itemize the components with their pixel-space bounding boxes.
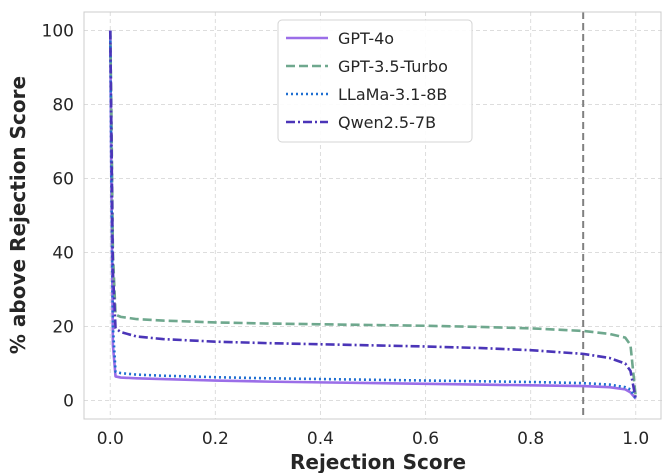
series-line-3 [108,30,638,399]
legend-label: GPT-4o [338,29,394,48]
legend: GPT-4o GPT-3.5-Turbo LLaMa-3.1-8B Qwen2.5-7… [277,19,473,143]
y-tick-label: 60 [52,170,74,190]
series-line-0 [108,30,637,400]
series-line-2 [108,30,637,400]
y-tick-label: 100 [42,22,74,42]
y-tick-label: 80 [52,96,74,116]
x-tick-label: 1.0 [622,429,649,449]
series-layer [108,30,638,400]
y-tick-label: 0 [63,392,74,412]
legend-label: LLaMa-3.1-8B [338,85,447,104]
tick-labels: 0.0 0.2 0.4 0.6 0.8 1.0 0 20 40 60 80 100 [42,22,650,450]
x-tick-label: 0.8 [517,429,544,449]
x-tick-label: 0.6 [412,429,439,449]
y-axis-label: % above Rejection Score [6,76,30,354]
legend-label: Qwen2.5-7B [338,113,436,132]
x-axis-label: Rejection Score [290,450,466,473]
legend-box [277,19,473,143]
y-tick-label: 40 [52,244,74,264]
series-line-1 [108,30,638,397]
x-tick-label: 0.0 [97,429,124,449]
plot-frame [83,11,662,420]
x-tick-label: 0.2 [202,429,229,449]
legend-label: GPT-3.5-Turbo [338,57,448,76]
y-tick-label: 20 [52,318,74,338]
x-tick-label: 0.4 [307,429,334,449]
